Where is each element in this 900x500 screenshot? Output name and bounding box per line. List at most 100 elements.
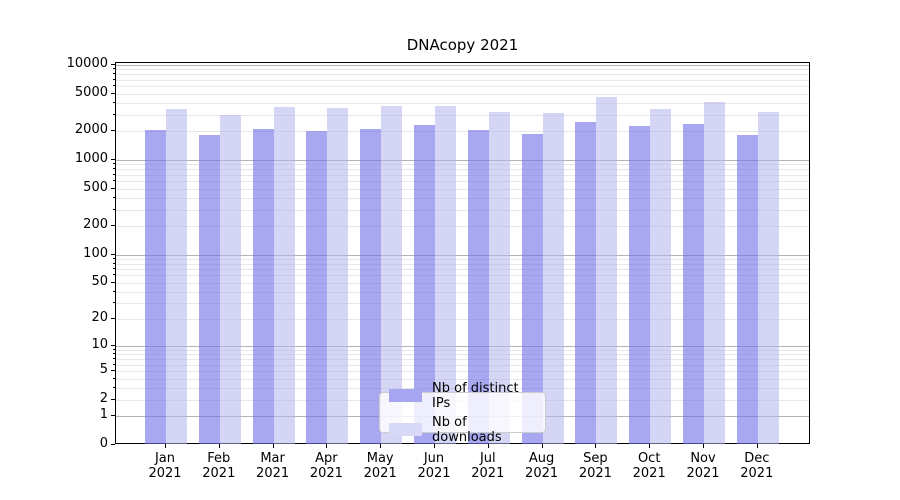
x-tick-label: Dec 2021 xyxy=(740,451,774,481)
x-tick-mark xyxy=(703,444,704,448)
bar-downloads xyxy=(757,111,779,444)
bar-distinct-ips xyxy=(575,121,597,444)
y-minor-tick-mark xyxy=(113,349,115,350)
y-minor-tick-mark xyxy=(113,377,115,379)
y-minor-tick-mark xyxy=(113,196,115,198)
y-minor-tick-mark xyxy=(113,208,115,210)
gridline-minor xyxy=(116,282,809,284)
y-tick-mark xyxy=(111,253,115,255)
y-minor-tick-mark xyxy=(113,101,115,103)
bar-downloads xyxy=(542,112,564,444)
y-tick-mark xyxy=(111,187,115,189)
gridline-minor xyxy=(116,371,809,373)
gridline-minor xyxy=(116,364,809,366)
y-minor-tick-mark xyxy=(113,302,115,304)
gridline-minor xyxy=(116,181,809,182)
gridline-minor xyxy=(116,354,809,356)
bar-downloads xyxy=(704,102,725,444)
gridline-minor xyxy=(116,79,809,81)
legend-swatch xyxy=(389,423,422,436)
y-minor-tick-mark xyxy=(113,290,115,292)
bar-distinct-ips xyxy=(145,130,166,444)
y-minor-tick-mark xyxy=(113,68,115,70)
y-tick-mark xyxy=(111,92,115,94)
y-tick-label: 0 xyxy=(99,436,108,451)
gridline-minor xyxy=(116,291,809,293)
gridline-minor xyxy=(116,319,809,321)
bar-distinct-ips xyxy=(736,135,758,444)
y-tick-label: 2000 xyxy=(74,122,108,138)
x-tick-label: Mar 2021 xyxy=(256,451,290,481)
y-tick-mark xyxy=(111,318,115,320)
y-tick-label: 50 xyxy=(91,273,108,289)
x-tick-label: May 2021 xyxy=(363,451,397,481)
gridline-minor xyxy=(116,93,809,95)
bar-distinct-ips xyxy=(521,134,543,444)
x-tick-label: Sep 2021 xyxy=(578,451,612,481)
y-minor-tick-mark xyxy=(113,73,115,75)
y-tick-label: 500 xyxy=(83,179,108,195)
y-minor-tick-mark xyxy=(113,85,115,87)
legend-item: Nb of distinct IPs xyxy=(389,381,536,411)
x-tick-label: Jun 2021 xyxy=(417,451,451,481)
y-tick-label: 10 xyxy=(91,337,108,353)
gridline-major xyxy=(116,65,809,66)
bar-downloads xyxy=(650,108,672,444)
y-tick-mark xyxy=(111,281,115,283)
y-tick-label: 2 xyxy=(99,390,108,406)
y-tick-label: 1 xyxy=(99,407,108,423)
x-tick-mark xyxy=(272,444,274,448)
gridline-minor xyxy=(116,263,809,265)
x-tick-mark xyxy=(380,444,382,448)
bar-distinct-ips xyxy=(629,126,651,444)
x-tick-mark xyxy=(487,444,489,448)
gridline-minor xyxy=(116,114,809,116)
chart-title: DNAcopy 2021 xyxy=(406,36,519,54)
x-tick-mark xyxy=(165,444,166,448)
gridline-minor xyxy=(116,74,809,76)
x-tick-mark xyxy=(756,444,758,448)
legend-swatch xyxy=(389,389,422,402)
x-tick-mark xyxy=(434,444,435,448)
y-minor-tick-mark xyxy=(113,168,115,170)
gridline-minor xyxy=(116,69,809,71)
gridline-major xyxy=(116,346,809,348)
y-tick-label: 5 xyxy=(99,362,108,378)
bar-distinct-ips xyxy=(683,124,704,444)
y-minor-tick-mark xyxy=(113,262,115,264)
y-minor-tick-mark xyxy=(113,113,115,115)
y-tick-mark xyxy=(111,345,115,347)
y-minor-tick-mark xyxy=(113,268,115,270)
y-minor-tick-mark xyxy=(113,358,115,360)
x-tick-label: Jul 2021 xyxy=(471,451,505,481)
gridline-minor xyxy=(116,350,809,351)
y-tick-mark xyxy=(111,225,115,227)
y-tick-label: 5000 xyxy=(74,84,108,100)
y-tick-mark xyxy=(111,398,115,400)
gridline-minor xyxy=(116,197,809,199)
plot-area xyxy=(115,62,810,444)
gridline-minor xyxy=(116,131,809,133)
y-minor-tick-mark xyxy=(113,257,115,259)
y-minor-tick-mark xyxy=(113,78,115,80)
gridline-minor xyxy=(116,226,809,228)
bar-distinct-ips xyxy=(252,128,274,444)
gridline-minor xyxy=(116,86,809,88)
x-tick-label: Nov 2021 xyxy=(686,451,720,481)
bar-downloads xyxy=(273,106,295,444)
y-tick-label: 1000 xyxy=(74,151,108,166)
legend-label: Nb of downloads xyxy=(432,414,502,445)
y-tick-label: 200 xyxy=(83,217,108,233)
x-tick-label: Feb 2021 xyxy=(202,451,236,481)
bar-downloads xyxy=(596,97,618,444)
x-tick-mark xyxy=(326,444,328,448)
y-tick-mark xyxy=(111,415,115,417)
y-tick-label: 20 xyxy=(91,310,108,326)
x-tick-label: Oct 2021 xyxy=(632,451,666,481)
y-minor-tick-mark xyxy=(113,363,115,365)
bar-distinct-ips xyxy=(414,125,435,444)
x-tick-mark xyxy=(218,444,220,448)
x-tick-label: Jan 2021 xyxy=(148,451,182,481)
gridline-minor xyxy=(116,209,809,211)
legend-item: Nb of downloads xyxy=(389,415,536,445)
